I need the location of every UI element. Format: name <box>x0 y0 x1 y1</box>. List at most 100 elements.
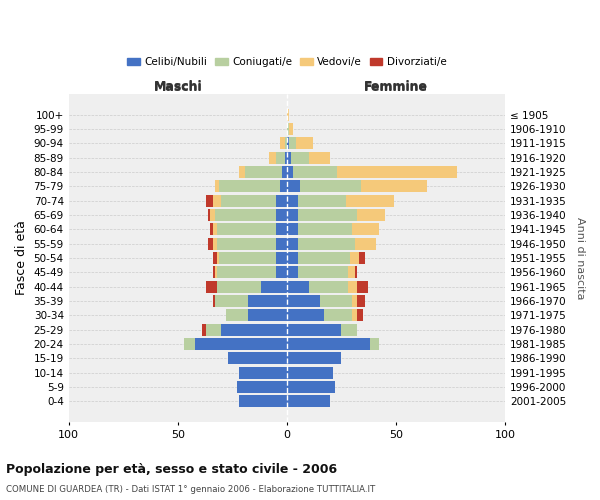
Bar <box>276 209 287 221</box>
Bar <box>206 194 212 207</box>
Bar <box>202 324 206 336</box>
Bar <box>355 238 376 250</box>
Bar <box>215 266 217 278</box>
Bar <box>269 152 276 164</box>
Bar <box>350 252 359 264</box>
Bar <box>219 252 276 264</box>
Bar <box>239 166 245 178</box>
Bar <box>298 266 348 278</box>
Bar <box>298 252 350 264</box>
Bar <box>352 224 379 235</box>
Bar <box>308 152 331 164</box>
Bar <box>219 180 280 192</box>
Bar <box>212 252 217 264</box>
Bar <box>287 238 298 250</box>
Bar <box>298 238 355 250</box>
Bar <box>287 338 370 350</box>
Bar <box>208 238 212 250</box>
Bar <box>346 194 394 207</box>
Bar <box>215 209 276 221</box>
Bar <box>320 295 352 307</box>
Bar <box>276 238 287 250</box>
Bar <box>284 138 287 149</box>
Bar <box>287 381 335 393</box>
Bar <box>236 381 287 393</box>
Legend: Celibi/Nubili, Coniugati/e, Vedovi/e, Divorziati/e: Celibi/Nubili, Coniugati/e, Vedovi/e, Di… <box>123 53 451 71</box>
Bar <box>287 224 298 235</box>
Bar <box>280 138 284 149</box>
Bar <box>212 295 215 307</box>
Bar <box>287 252 298 264</box>
Text: Popolazione per età, sesso e stato civile - 2006: Popolazione per età, sesso e stato civil… <box>6 462 337 475</box>
Bar <box>260 280 287 293</box>
Bar <box>287 280 308 293</box>
Bar <box>287 123 289 135</box>
Bar <box>283 166 287 178</box>
Bar <box>356 310 363 322</box>
Bar <box>215 295 248 307</box>
Bar <box>208 209 211 221</box>
Bar <box>291 152 308 164</box>
Bar <box>289 123 293 135</box>
Bar <box>206 324 221 336</box>
Bar <box>359 252 365 264</box>
Bar <box>239 366 287 379</box>
Bar <box>215 180 219 192</box>
Bar <box>287 194 298 207</box>
Bar <box>276 224 287 235</box>
Bar <box>287 166 293 178</box>
Text: Maschi: Maschi <box>154 80 202 94</box>
Bar <box>211 209 215 221</box>
Bar <box>287 352 341 364</box>
Bar <box>276 252 287 264</box>
Bar <box>239 395 287 407</box>
Bar <box>212 224 217 235</box>
Text: Femmine: Femmine <box>364 80 428 93</box>
Text: COMUNE DI GUARDEA (TR) - Dati ISTAT 1° gennaio 2006 - Elaborazione TUTTITALIA.IT: COMUNE DI GUARDEA (TR) - Dati ISTAT 1° g… <box>6 486 375 494</box>
Bar <box>352 310 356 322</box>
Bar <box>217 252 219 264</box>
Bar <box>276 194 287 207</box>
Bar <box>212 194 221 207</box>
Bar <box>352 295 356 307</box>
Bar <box>248 295 287 307</box>
Bar <box>287 295 320 307</box>
Bar <box>221 194 276 207</box>
Bar <box>217 238 276 250</box>
Bar <box>296 138 313 149</box>
Bar <box>217 280 260 293</box>
Text: Maschi: Maschi <box>154 80 202 93</box>
Bar <box>298 224 352 235</box>
Bar <box>348 266 355 278</box>
Bar <box>212 238 217 250</box>
Bar <box>356 295 365 307</box>
Bar <box>348 280 356 293</box>
Bar <box>356 209 385 221</box>
Bar <box>287 152 291 164</box>
Bar <box>337 166 457 178</box>
Bar <box>324 310 352 322</box>
Bar <box>221 324 287 336</box>
Bar <box>287 138 289 149</box>
Bar <box>284 152 287 164</box>
Bar <box>287 209 298 221</box>
Bar <box>293 166 337 178</box>
Bar <box>298 194 346 207</box>
Bar <box>287 310 324 322</box>
Bar <box>287 266 298 278</box>
Bar <box>184 338 195 350</box>
Bar <box>356 280 368 293</box>
Bar <box>211 224 212 235</box>
Bar <box>280 180 287 192</box>
Bar <box>287 324 341 336</box>
Bar <box>245 166 283 178</box>
Bar <box>217 266 276 278</box>
Bar <box>300 180 361 192</box>
Bar <box>287 395 331 407</box>
Bar <box>341 324 356 336</box>
Bar <box>308 280 348 293</box>
Bar <box>355 266 356 278</box>
Bar <box>228 352 287 364</box>
Bar <box>361 180 427 192</box>
Bar <box>287 366 332 379</box>
